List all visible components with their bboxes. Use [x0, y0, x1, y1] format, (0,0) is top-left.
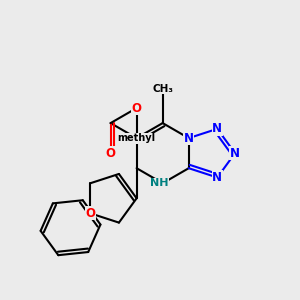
Text: O: O: [132, 101, 142, 115]
Text: N: N: [230, 147, 240, 160]
Text: N: N: [184, 132, 194, 145]
Text: methyl: methyl: [118, 133, 156, 143]
Text: O: O: [106, 147, 116, 160]
Text: N: N: [212, 171, 222, 184]
Text: N: N: [212, 122, 222, 135]
Text: CH₃: CH₃: [152, 84, 173, 94]
Text: O: O: [85, 207, 95, 220]
Text: NH: NH: [150, 178, 169, 188]
